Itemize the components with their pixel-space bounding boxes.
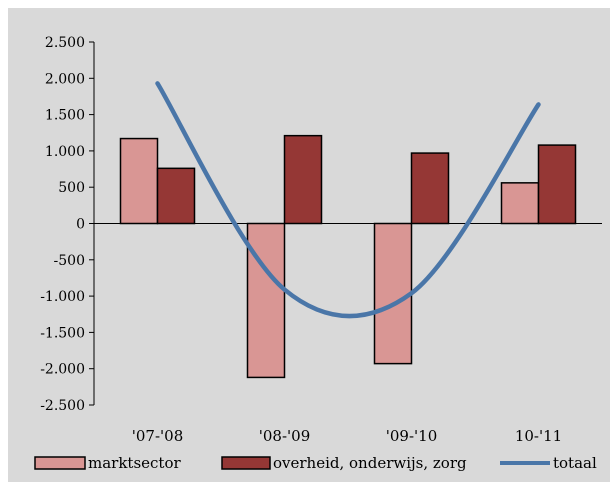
y-tick-label: 1.000	[45, 144, 85, 160]
x-tick-label: 10-'11	[515, 427, 562, 445]
bar-marktsector	[500, 182, 540, 225]
x-tick-label: '09-'10	[386, 427, 438, 445]
y-tick-label: -1.500	[40, 325, 85, 341]
bar-marktsector	[246, 222, 286, 379]
x-tick-label: '07-'08	[132, 427, 184, 445]
y-tick-label: -2.000	[40, 362, 85, 378]
y-tick-label: -2.500	[40, 398, 85, 414]
legend-swatch	[221, 456, 271, 470]
y-tick-label: 0	[76, 217, 85, 233]
chart-area	[8, 8, 610, 482]
y-tick-label: 500	[58, 180, 85, 196]
y-tick-label: -1.000	[40, 289, 85, 305]
bar-marktsector	[373, 222, 413, 365]
legend-label: overheid, onderwijs, zorg	[273, 454, 467, 472]
totaal-line	[155, 81, 541, 319]
x-tick-label: '08-'09	[259, 427, 311, 445]
legend-label: totaal	[553, 454, 597, 472]
axes-group: 2.500 2.000 1.500 1.000 500 0 -500 -1.000 -1.500…	[40, 35, 602, 445]
bar-overheid	[537, 144, 577, 225]
legend-swatch	[34, 456, 86, 470]
line-group	[155, 81, 541, 319]
y-tick-label: 2.000	[45, 71, 85, 87]
y-tick-label: 1.500	[45, 108, 85, 124]
bar-overheid	[410, 152, 450, 225]
y-tick-label: -500	[54, 253, 85, 269]
bar-overheid	[283, 134, 323, 225]
legend: marktsector overheid, onderwijs, zorg tota…	[34, 454, 597, 472]
legend-label: marktsector	[88, 454, 181, 472]
bar-overheid	[156, 167, 196, 225]
bar-marktsector	[119, 137, 159, 225]
bars-group	[119, 134, 577, 379]
y-tick-label: 2.500	[45, 35, 85, 51]
